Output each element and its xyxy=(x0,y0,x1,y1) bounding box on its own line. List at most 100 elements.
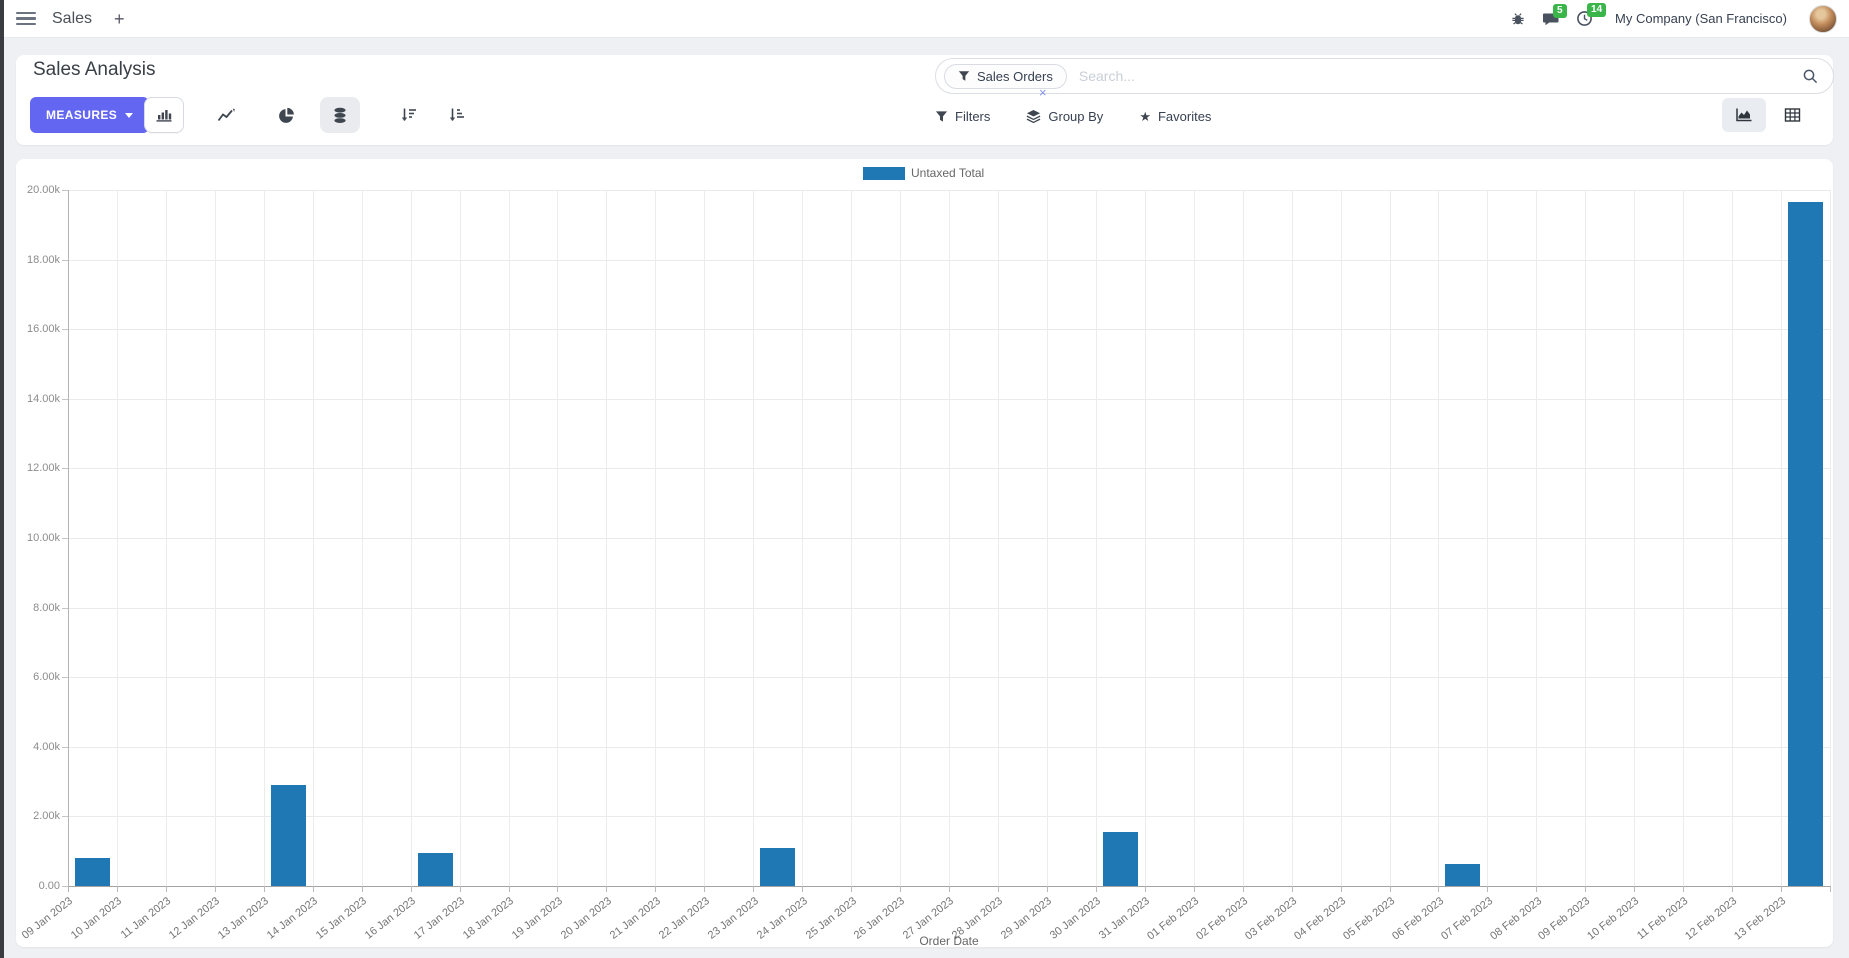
search-facet-sales-orders[interactable]: Sales Orders xyxy=(944,63,1067,89)
stacked-toggle-button[interactable] xyxy=(320,97,360,133)
x-axis-tick xyxy=(312,886,314,892)
x-axis-tick xyxy=(1242,886,1244,892)
x-axis-tick xyxy=(214,886,216,892)
y-axis-line xyxy=(68,190,69,892)
filters-button[interactable]: Filters xyxy=(935,109,990,124)
filter-funnel-icon xyxy=(958,71,970,81)
x-gridline xyxy=(900,190,902,886)
x-gridline xyxy=(361,190,363,886)
search-input[interactable] xyxy=(1078,68,1802,84)
x-gridline xyxy=(655,190,657,886)
y-tick-label: 0.00 xyxy=(38,880,60,892)
x-gridline xyxy=(802,190,804,886)
x-axis-tick xyxy=(361,886,363,892)
x-axis-tick xyxy=(802,886,804,892)
x-axis-tick xyxy=(753,886,755,892)
bar[interactable] xyxy=(74,858,110,886)
x-gridline xyxy=(851,190,853,886)
x-gridline xyxy=(1487,190,1489,886)
x-gridline xyxy=(1389,190,1391,886)
bar[interactable] xyxy=(1788,202,1824,886)
x-gridline xyxy=(1095,190,1097,886)
search-options-row: Filters Group By ★ Favorites xyxy=(935,99,1211,133)
apps-menu-icon[interactable] xyxy=(16,11,36,26)
company-switcher[interactable]: My Company (San Francisco) xyxy=(1615,11,1787,26)
x-axis-tick xyxy=(1389,886,1391,892)
y-axis-tick xyxy=(62,190,68,191)
x-axis-tick xyxy=(900,886,902,892)
search-icon[interactable] xyxy=(1802,68,1819,85)
new-tab-icon[interactable]: + xyxy=(114,8,125,29)
y-axis-tick xyxy=(62,468,68,470)
x-gridline xyxy=(1340,190,1342,886)
x-gridline xyxy=(606,190,608,886)
x-axis-tick xyxy=(997,886,999,892)
bar[interactable] xyxy=(760,847,796,886)
x-gridline xyxy=(1585,190,1587,886)
x-axis-tick xyxy=(1536,886,1538,892)
x-axis-tick xyxy=(508,886,510,892)
search-bar[interactable]: Sales Orders × xyxy=(935,58,1834,99)
x-axis-tick xyxy=(1830,886,1831,892)
pie-chart-mode-button[interactable] xyxy=(266,97,306,133)
chart-view: Untaxed Total 0.00 2.00k 4.00k 6.00k 8.00k 10… xyxy=(16,159,1833,947)
bar-chart-mode-button[interactable] xyxy=(144,97,184,133)
control-panel: Sales Analysis MEASURES Sales Orders xyxy=(16,55,1834,145)
x-axis-tick xyxy=(1291,886,1293,892)
favorites-button[interactable]: ★ Favorites xyxy=(1139,108,1212,124)
pivot-view-button[interactable] xyxy=(1770,98,1814,132)
layers-icon xyxy=(1026,109,1041,124)
sort-ascending-button[interactable] xyxy=(436,97,476,133)
x-axis-tick xyxy=(263,886,265,892)
user-avatar[interactable] xyxy=(1809,4,1837,33)
sort-descending-button[interactable] xyxy=(388,97,428,133)
x-axis-tick xyxy=(606,886,608,892)
y-tick-label: 10.00k xyxy=(26,532,60,544)
legend[interactable]: Untaxed Total xyxy=(863,166,984,180)
x-axis-tick xyxy=(949,886,950,892)
x-gridline xyxy=(1683,190,1685,886)
group-by-button[interactable]: Group By xyxy=(1026,109,1103,124)
legend-label: Untaxed Total xyxy=(911,166,985,180)
y-axis-tick xyxy=(62,816,68,818)
x-axis-tick xyxy=(165,886,167,892)
x-gridline xyxy=(1046,190,1048,886)
y-tick-label: 6.00k xyxy=(33,671,60,684)
x-gridline xyxy=(165,190,167,886)
y-tick-label: 12.00k xyxy=(26,462,60,475)
x-gridline xyxy=(312,190,314,886)
debug-bug-icon[interactable] xyxy=(1510,11,1526,27)
activities-clock-icon[interactable]: 14 xyxy=(1576,3,1607,27)
star-icon: ★ xyxy=(1139,108,1151,124)
bar[interactable] xyxy=(270,785,306,886)
x-gridline xyxy=(949,190,950,886)
x-gridline xyxy=(263,190,265,886)
bar[interactable] xyxy=(1445,864,1481,886)
x-gridline xyxy=(557,190,559,886)
app-name[interactable]: Sales xyxy=(52,9,93,27)
bar[interactable] xyxy=(1102,832,1138,886)
window-edge xyxy=(0,0,4,958)
x-gridline xyxy=(1438,190,1440,886)
x-gridline xyxy=(1781,190,1783,886)
graph-view-button[interactable] xyxy=(1722,98,1766,132)
y-axis-tick xyxy=(62,746,68,748)
x-gridline xyxy=(1193,190,1195,886)
bar[interactable] xyxy=(417,852,453,886)
x-axis-tick xyxy=(410,886,412,892)
x-axis-tick xyxy=(1781,886,1783,892)
x-gridline xyxy=(1830,190,1831,886)
x-gridline xyxy=(1144,190,1146,886)
x-axis-tick xyxy=(851,886,853,892)
measures-button[interactable]: MEASURES xyxy=(30,97,150,133)
line-chart-mode-button[interactable] xyxy=(206,97,246,133)
y-tick-label: 20.00k xyxy=(26,184,60,196)
y-axis-tick xyxy=(62,607,68,609)
x-gridline xyxy=(214,190,216,886)
facet-remove-icon[interactable]: × xyxy=(1039,85,1047,100)
messages-icon[interactable]: 5 xyxy=(1542,3,1567,27)
x-gridline xyxy=(410,190,412,886)
x-axis-tick xyxy=(459,886,461,892)
filter-funnel-icon xyxy=(935,110,948,123)
